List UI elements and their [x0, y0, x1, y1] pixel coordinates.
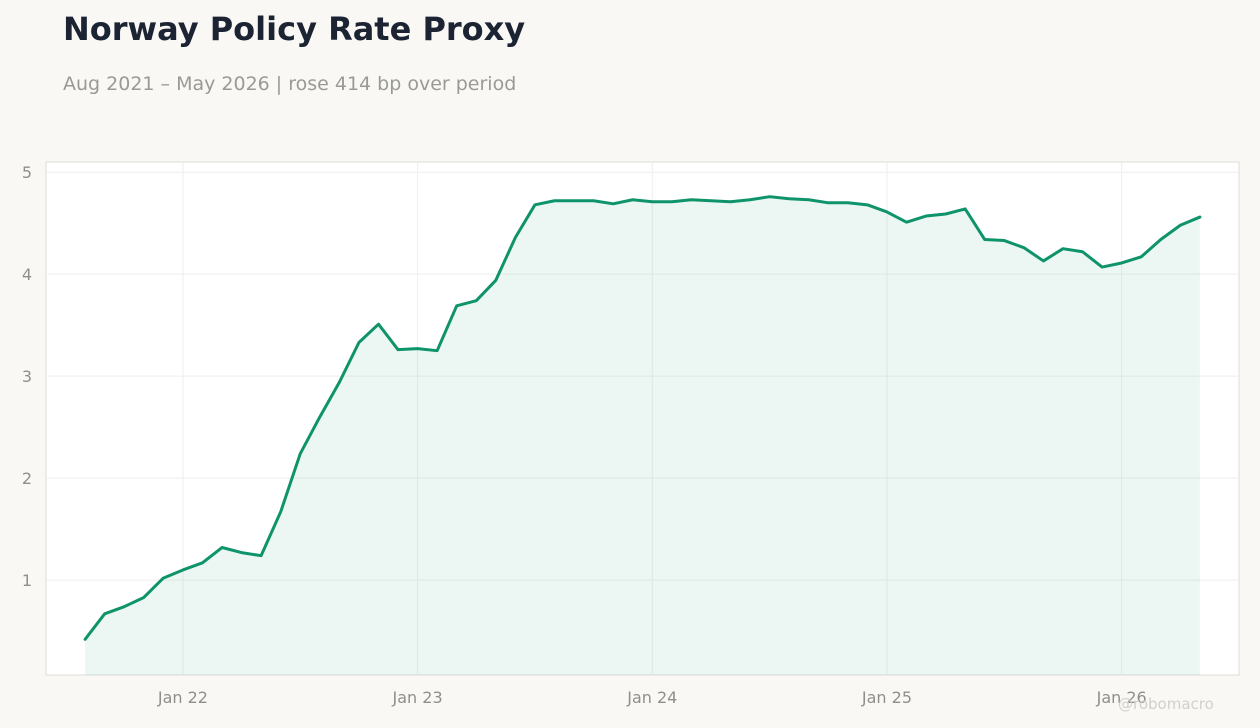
data-point: [826, 201, 830, 205]
plot-area: [45, 161, 1240, 676]
data-point: [1061, 247, 1065, 251]
data-point: [1002, 239, 1006, 243]
data-point: [1178, 223, 1182, 227]
data-point: [768, 195, 772, 199]
data-point: [396, 348, 400, 352]
data-point: [357, 341, 361, 345]
data-point: [1120, 261, 1124, 265]
data-point: [513, 235, 517, 239]
data-point: [865, 203, 869, 207]
data-point: [279, 510, 283, 514]
data-point: [122, 605, 126, 609]
data-point: [435, 349, 439, 353]
y-tick-label: 2: [22, 469, 32, 488]
data-point: [1100, 265, 1104, 269]
area-layer: [85, 196, 1200, 675]
data-point: [161, 576, 165, 580]
data-point: [181, 568, 185, 572]
data-point: [611, 202, 615, 206]
grid: [46, 162, 1239, 675]
data-point: [1139, 255, 1143, 259]
x-tick-label: Jan 25: [861, 688, 912, 707]
data-point: [298, 452, 302, 456]
data-point: [416, 347, 420, 351]
data-point: [572, 199, 576, 203]
data-point: [787, 197, 791, 201]
y-tick-label: 3: [22, 367, 32, 386]
y-tick-label: 4: [22, 265, 32, 284]
data-point: [1198, 215, 1202, 219]
data-point: [1081, 250, 1085, 254]
data-point: [337, 380, 341, 384]
x-axis: Jan 22 Jan 23 Jan 24 Jan 25 Jan 26: [157, 688, 1147, 707]
data-point: [670, 200, 674, 204]
data-point: [748, 198, 752, 202]
data-point: [1041, 259, 1045, 263]
y-tick-label: 5: [22, 163, 32, 182]
x-tick-label: Jan 22: [157, 688, 208, 707]
data-point: [1159, 238, 1163, 242]
data-point: [592, 199, 596, 203]
data-point: [142, 595, 146, 599]
x-tick-label: Jan 23: [392, 688, 443, 707]
data-point: [944, 212, 948, 216]
data-point: [533, 203, 537, 207]
data-point: [552, 199, 556, 203]
data-point: [494, 278, 498, 282]
data-point: [905, 220, 909, 224]
data-point: [631, 198, 635, 202]
chart-subtitle: Aug 2021 – May 2026 | rose 414 bp over p…: [63, 73, 517, 95]
series-line: [83, 195, 1202, 641]
data-point: [689, 198, 693, 202]
data-point: [474, 299, 478, 303]
data-point: [83, 637, 87, 641]
data-point: [318, 415, 322, 419]
x-tick-label: Jan 24: [626, 688, 677, 707]
data-point: [455, 304, 459, 308]
data-point: [1022, 246, 1026, 250]
data-point: [963, 207, 967, 211]
data-point: [240, 551, 244, 555]
data-point: [709, 199, 713, 203]
watermark: @robomacro: [1118, 695, 1214, 713]
y-tick-label: 1: [22, 571, 32, 590]
y-axis: 1 2 3 4 5: [22, 163, 32, 590]
data-point: [983, 238, 987, 242]
x-tick-label: Jan 26: [1096, 688, 1147, 707]
data-point: [924, 214, 928, 218]
data-point: [807, 198, 811, 202]
data-point: [846, 201, 850, 205]
data-point: [650, 200, 654, 204]
chart-title: Norway Policy Rate Proxy: [63, 10, 526, 48]
data-point: [259, 554, 263, 558]
line-layer: [83, 195, 1202, 641]
data-point: [729, 200, 733, 204]
data-point: [885, 210, 889, 214]
data-point: [103, 612, 107, 616]
data-point: [220, 546, 224, 550]
data-point: [200, 561, 204, 565]
series-area: [85, 196, 1200, 675]
data-point: [376, 322, 380, 326]
